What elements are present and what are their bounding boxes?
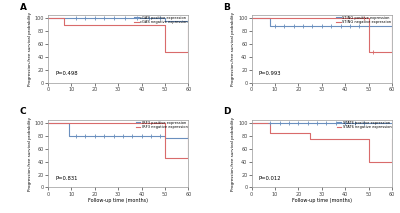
Y-axis label: Progression-free survival probability: Progression-free survival probability [231, 12, 235, 86]
Text: P=0.498: P=0.498 [55, 71, 78, 76]
Text: C: C [20, 107, 26, 116]
Legend: cGAS positive expression, cGAS negative expression: cGAS positive expression, cGAS negative … [134, 15, 188, 25]
Y-axis label: Progression-free survival probability: Progression-free survival probability [231, 117, 235, 191]
Text: P=0.012: P=0.012 [259, 176, 281, 181]
Text: P=0.831: P=0.831 [55, 176, 78, 181]
Legend: IRF3 positive expression, IRF3 negative expression: IRF3 positive expression, IRF3 negative … [136, 120, 188, 130]
Y-axis label: Progression-free survival probability: Progression-free survival probability [28, 117, 32, 191]
X-axis label: Follow-up time (months): Follow-up time (months) [88, 198, 148, 203]
Text: P=0.993: P=0.993 [259, 71, 281, 76]
Text: B: B [224, 3, 230, 12]
Text: D: D [224, 107, 231, 116]
Text: A: A [20, 3, 27, 12]
Legend: STAT6 positive expression, STAT6 negative expression: STAT6 positive expression, STAT6 negativ… [336, 120, 392, 130]
Y-axis label: Progression-free survival probability: Progression-free survival probability [28, 12, 32, 86]
X-axis label: Follow-up time (months): Follow-up time (months) [292, 198, 352, 203]
Legend: STING positive expression, STING negative expression: STING positive expression, STING negativ… [336, 15, 392, 25]
